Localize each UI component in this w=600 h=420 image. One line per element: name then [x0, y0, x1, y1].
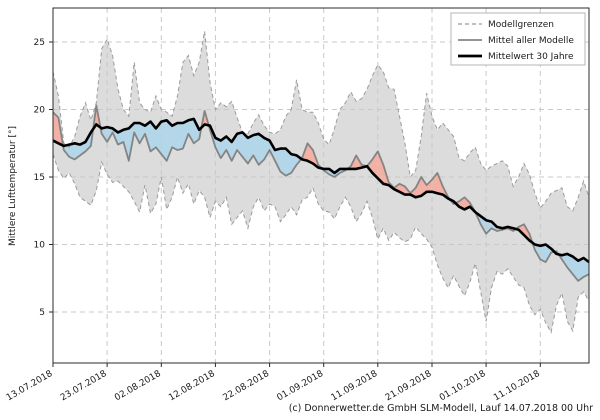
tick-marks	[49, 41, 541, 367]
y-tick-label: 20	[34, 106, 46, 116]
y-axis-label: Mittlere Lufttemperatur [°]	[8, 126, 18, 246]
x-tick-label: 02.08.2018	[113, 369, 163, 404]
legend-label: Mittel aller Modelle	[488, 36, 574, 46]
x-tick-label: 23.07.2018	[59, 369, 109, 404]
x-tick-label: 13.07.2018	[5, 369, 55, 404]
y-tick-label: 10	[34, 241, 46, 251]
y-tick-label: 15	[34, 173, 45, 183]
y-tick-labels: 5 10 15 20 25	[34, 38, 46, 318]
mean-30y-line	[52, 117, 590, 264]
x-tick-label: 11.10.2018	[492, 369, 542, 404]
x-tick-labels: 13.07.2018 23.07.2018 02.08.2018 12.08.2018…	[5, 369, 542, 404]
upper-model-bound-line	[52, 31, 590, 212]
legend-label: Modellgrenzen	[488, 20, 554, 30]
x-tick-label: 01.10.2018	[438, 369, 488, 404]
axes-frame	[52, 7, 590, 364]
x-tick-label: 01.09.2018	[276, 369, 326, 404]
model-spread-band	[53, 31, 589, 333]
lower-model-bound-line	[52, 153, 590, 334]
y-tick-label: 25	[34, 38, 45, 48]
x-tick-label: 12.08.2018	[167, 369, 217, 404]
x-tick-label: 22.08.2018	[221, 369, 271, 404]
x-tick-label: 11.09.2018	[330, 369, 380, 404]
y-tick-label: 5	[39, 308, 45, 318]
legend: Modellgrenzen Mittel aller Modelle Mittelw…	[450, 12, 586, 66]
legend-label: Mittelwert 30 Jahre	[488, 52, 574, 62]
x-tick-label: 21.09.2018	[384, 369, 434, 404]
footer-credit: (c) Donnerwetter.de GmbH SLM-Modell, Lau…	[289, 403, 593, 414]
